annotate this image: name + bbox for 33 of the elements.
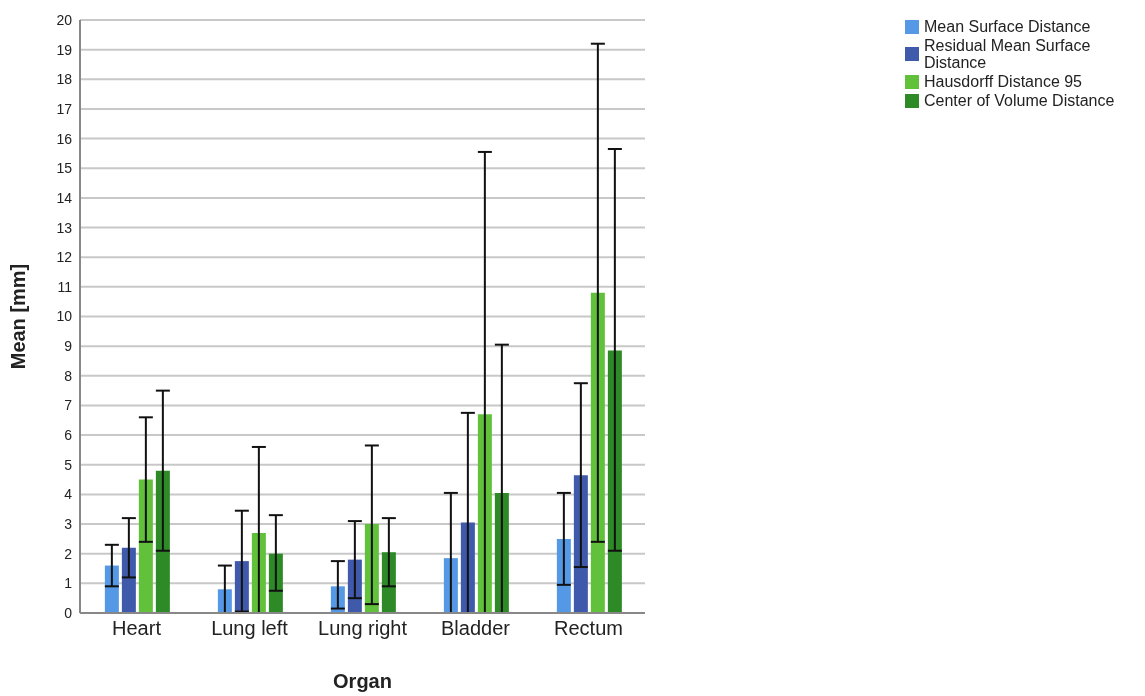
y-tick-label: 13	[56, 219, 73, 236]
y-tick-label: 3	[64, 516, 73, 533]
legend-label: Mean Surface Distance	[924, 18, 1091, 35]
y-tick-label: 12	[56, 249, 73, 266]
y-tick-label: 2	[64, 545, 73, 562]
x-tick-label: Bladder	[441, 617, 511, 640]
x-tick-label: Heart	[112, 617, 162, 640]
y-tick-label: 10	[56, 308, 73, 325]
y-tick-label: 7	[64, 397, 73, 414]
legend-label: Residual Mean Surface Distance	[924, 37, 1092, 71]
y-tick-label: 17	[56, 100, 73, 117]
y-tick-label: 9	[64, 338, 73, 355]
y-tick-label: 18	[56, 71, 73, 88]
y-axis-title: Mean [mm]	[7, 263, 30, 370]
legend-label: Hausdorff Distance 95	[924, 73, 1083, 90]
y-tick-label: 5	[64, 456, 73, 473]
y-tick-label: 8	[64, 367, 73, 384]
y-tick-label: 1	[64, 575, 73, 592]
y-tick-label: 20	[56, 11, 73, 28]
legend-label: Center of Volume Distance	[924, 92, 1115, 109]
x-axis-title: Organ	[333, 670, 392, 692]
x-tick-label: Rectum	[554, 617, 623, 640]
y-tick-label: 4	[64, 486, 73, 503]
y-tick-label: 14	[56, 189, 73, 206]
y-tick-label: 19	[56, 41, 73, 58]
y-tick-label: 0	[64, 604, 73, 621]
bar	[138, 479, 153, 613]
x-tick-label: Lung left	[211, 617, 289, 640]
y-tick-label: 16	[56, 130, 73, 147]
y-tick-label: 15	[56, 160, 73, 177]
x-tick-label: Lung right	[318, 617, 408, 640]
y-tick-label: 11	[57, 278, 73, 295]
y-tick-label: 6	[64, 427, 73, 444]
